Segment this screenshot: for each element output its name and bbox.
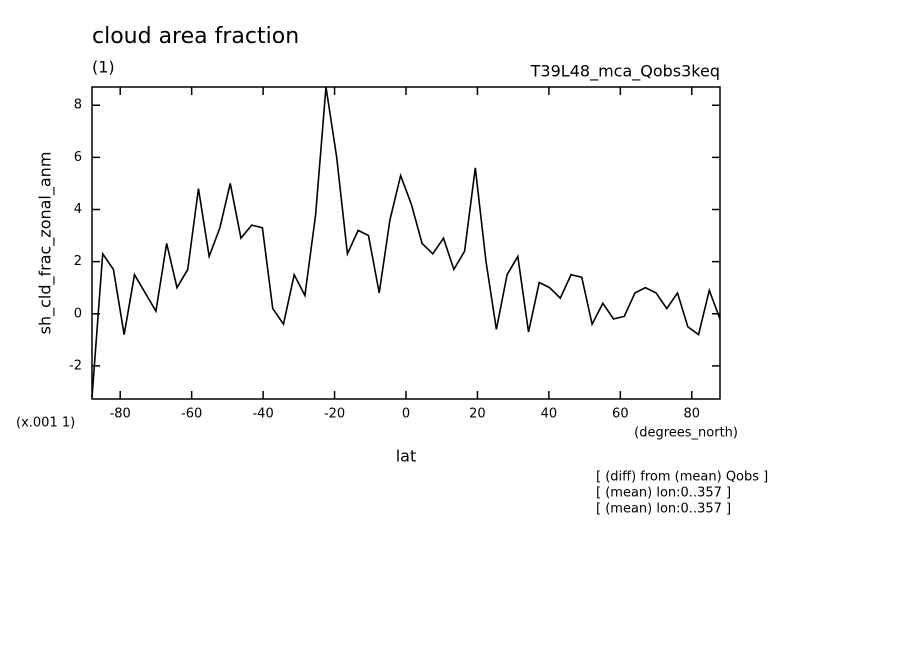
y-tick-label: 0 <box>74 306 82 321</box>
plot-frame <box>91 86 721 400</box>
x-tick-label: -40 <box>252 407 273 422</box>
x-tick-label: -20 <box>324 407 345 422</box>
y-tick-label: -2 <box>69 358 82 373</box>
x-tick-label: -80 <box>110 407 131 422</box>
data-line <box>91 86 721 398</box>
y-axis-label: sh_cld_frac_zonal_anm <box>36 152 56 335</box>
x-tick-label: 60 <box>612 407 629 422</box>
y-scale-note: (x.001 1) <box>16 416 75 431</box>
chart-title: cloud area fraction <box>92 24 299 49</box>
x-tick-label: -60 <box>181 407 202 422</box>
note: [ (diff) from (mean) Qobs ] <box>596 470 768 485</box>
y-tick-label: 8 <box>74 98 82 113</box>
y-tick-label: 6 <box>74 150 82 165</box>
y-tick-label: 4 <box>74 202 82 217</box>
run-label: T39L48_mca_Qobs3keq <box>530 62 720 82</box>
note: [ (mean) lon:0..357 ] <box>596 502 731 517</box>
y-tick-label: 2 <box>74 254 82 269</box>
note: [ (mean) lon:0..357 ] <box>596 486 731 501</box>
x-tick-label: 20 <box>469 407 486 422</box>
x-tick-label: 40 <box>541 407 558 422</box>
x-units: (degrees_north) <box>634 426 738 441</box>
x-tick-label: 0 <box>402 407 410 422</box>
x-axis-label: lat <box>396 447 417 466</box>
subtitle: (1) <box>92 58 115 77</box>
x-tick-label: 80 <box>684 407 701 422</box>
